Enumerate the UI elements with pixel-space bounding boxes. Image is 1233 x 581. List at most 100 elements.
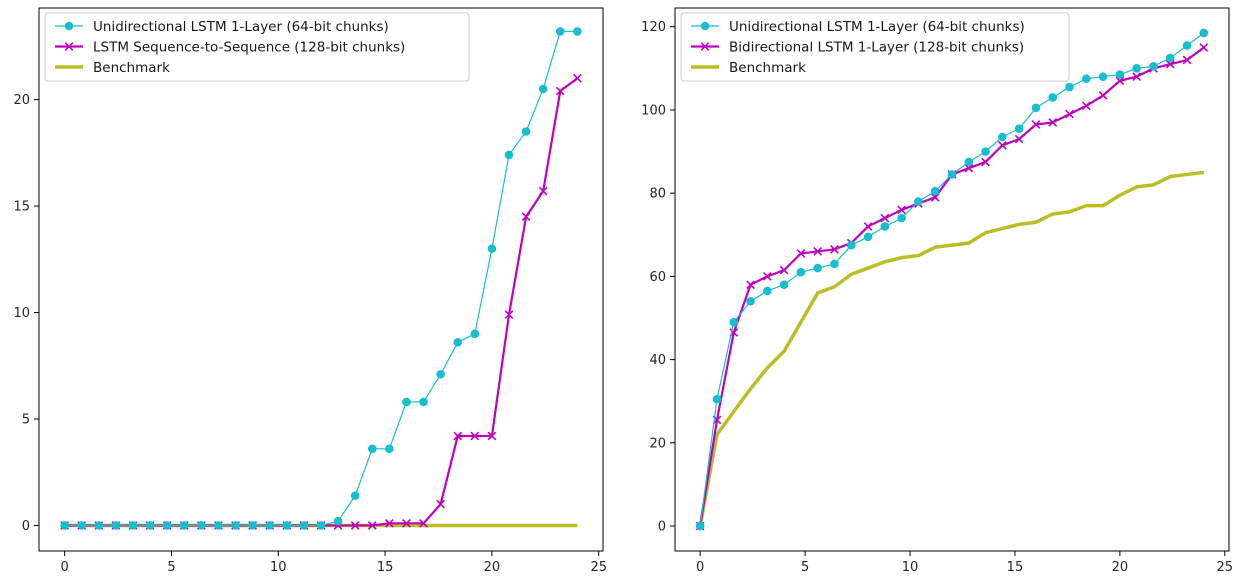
x-tick-label: 25 [1217, 560, 1233, 575]
x-tick-label: 15 [377, 560, 394, 575]
data-point [981, 147, 990, 156]
data-point [846, 240, 856, 250]
data-point [1082, 74, 1091, 84]
series-3 [698, 170, 1205, 527]
data-point [746, 297, 755, 306]
data-point [998, 132, 1007, 142]
data-point [1199, 28, 1209, 38]
data-point [763, 286, 772, 296]
data-point [997, 140, 1007, 150]
legend: Unidirectional LSTM 1-Layer (64-bit chun… [44, 12, 470, 82]
data-point [453, 431, 463, 441]
data-point [1132, 72, 1142, 82]
legend-label: Bidirectional LSTM 1-Layer (128-bit chun… [729, 40, 1024, 56]
data-point [385, 444, 394, 454]
data-point [1048, 118, 1058, 127]
data-point [555, 86, 565, 96]
series-line [698, 170, 1205, 527]
y-tick-label: 40 [649, 353, 666, 368]
data-point [1182, 55, 1192, 65]
data-point [367, 444, 377, 454]
plot-area [38, 7, 604, 552]
data-point [1165, 53, 1175, 63]
y-tick-label: 5 [22, 412, 30, 427]
data-point [1081, 101, 1091, 111]
plot-area [674, 7, 1230, 552]
y-tick-label: 10 [13, 306, 30, 321]
data-point [914, 197, 923, 206]
data-point [538, 186, 548, 196]
data-point [981, 157, 990, 167]
y-tick-label: 15 [13, 200, 30, 215]
data-point [521, 212, 531, 222]
data-point [470, 431, 480, 441]
data-point [779, 280, 789, 290]
data-point [402, 518, 411, 528]
data-point [796, 267, 806, 277]
x-tick-label: 5 [801, 560, 809, 575]
data-point [350, 491, 360, 500]
data-point [436, 369, 445, 379]
y-tick-label: 80 [649, 187, 666, 202]
data-point [128, 521, 138, 530]
data-point [504, 310, 514, 320]
y-tick-label: 20 [649, 436, 666, 451]
data-point [111, 521, 121, 530]
data-point [930, 186, 940, 196]
data-point [402, 397, 411, 407]
y-tick-label: 100 [641, 103, 666, 118]
data-point [1115, 70, 1125, 79]
data-point [1048, 93, 1058, 102]
data-point [145, 521, 155, 530]
data-point [333, 516, 343, 526]
data-point [1031, 120, 1041, 129]
data-point [830, 259, 839, 269]
data-point [930, 192, 940, 202]
data-point [197, 521, 206, 530]
data-point [487, 244, 497, 253]
data-point [1031, 103, 1041, 113]
data-point [436, 499, 446, 509]
legend-marker [64, 42, 74, 51]
legend-label: Unidirectional LSTM 1-Layer (64-bit chun… [93, 19, 389, 35]
x-tick-label: 0 [60, 560, 68, 575]
data-point [77, 521, 87, 530]
data-point [746, 280, 755, 290]
data-point [470, 329, 480, 339]
data-point [796, 249, 806, 258]
data-point [947, 170, 957, 179]
legend-marker [700, 42, 710, 51]
data-point [384, 518, 394, 528]
data-point [897, 213, 906, 223]
data-point [880, 213, 890, 223]
chart-2: 0 5 10 15 20 25 0 20 40 60 80 100 120 Unidirectional … [641, 7, 1233, 575]
data-point [162, 521, 172, 530]
data-point [299, 521, 309, 530]
data-point [573, 27, 582, 36]
x-tick-label: 20 [1112, 560, 1129, 575]
data-point [504, 150, 514, 160]
data-point [1065, 109, 1074, 119]
data-point [695, 521, 705, 531]
data-point [521, 127, 531, 136]
data-point [762, 272, 772, 281]
data-point [572, 73, 582, 83]
data-point [60, 521, 69, 530]
data-point [419, 518, 428, 528]
data-point [248, 521, 257, 530]
legend-label: Benchmark [93, 60, 170, 76]
x-tick-label: 5 [167, 560, 175, 575]
data-point [231, 521, 240, 530]
data-point [1014, 134, 1024, 144]
legend-marker [700, 21, 710, 31]
data-point [282, 521, 292, 530]
data-point [1199, 43, 1209, 52]
legend-marker [64, 21, 74, 31]
data-point [729, 317, 739, 327]
legend-label: LSTM Sequence-to-Sequence (128-bit chunk… [93, 40, 405, 56]
data-point [94, 521, 104, 530]
data-point [813, 247, 823, 256]
data-point [964, 163, 974, 173]
x-tick-label: 10 [270, 560, 287, 575]
